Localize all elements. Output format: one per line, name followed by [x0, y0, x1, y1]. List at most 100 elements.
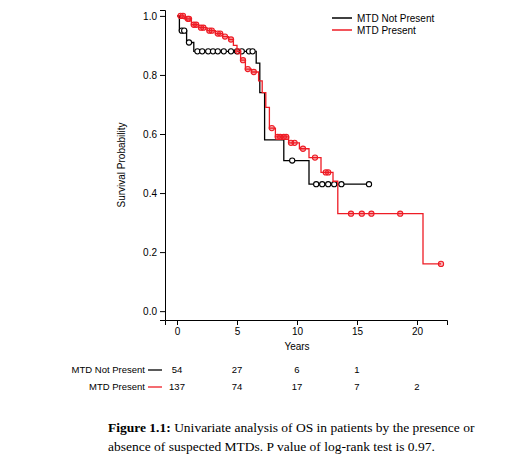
censor-mark [269, 125, 274, 130]
censor-mark [251, 69, 256, 74]
y-tick: 0.4 [143, 188, 165, 199]
y-tick-mark [160, 75, 165, 76]
censor-mark [438, 261, 443, 266]
caption-space [171, 420, 174, 435]
y-tick-mark [160, 16, 165, 17]
y-tick: 0.0 [143, 306, 165, 317]
y-tick-label: 1.0 [143, 11, 157, 22]
censor-mark [221, 49, 226, 54]
caption-label: Figure 1.1: [108, 420, 171, 435]
censor-mark [314, 182, 319, 187]
legend-label: MTD Not Present [357, 13, 434, 24]
censor-mark [320, 182, 325, 187]
x-tick-mark [237, 320, 238, 325]
y-tick-mark [160, 252, 165, 253]
x-tick-mark [417, 320, 418, 325]
risk-count: 1 [354, 364, 359, 375]
censor-mark [240, 58, 245, 63]
risk-count: 27 [232, 364, 243, 375]
y-tick-label: 0.6 [143, 129, 157, 140]
censor-mark [348, 211, 353, 216]
censor-mark [245, 66, 250, 71]
censor-mark [194, 22, 199, 27]
y-axis: 0.0 0.2 0.4 0.6 0.8 1.0 [143, 11, 165, 321]
censor-mark [326, 182, 331, 187]
censor-mark [228, 49, 233, 54]
survival-curve [177, 16, 369, 184]
chart: 0 5 10 15 20 0.0 0.2 0.4 0.6 0.8 1.0 Years Survival … [0, 0, 527, 475]
censor-mark [236, 49, 241, 54]
censor-mark [369, 211, 374, 216]
x-tick: 0 [175, 320, 181, 337]
x-axis-line [166, 321, 448, 326]
x-tick-label: 20 [412, 326, 424, 337]
y-tick-label: 0.8 [143, 70, 157, 81]
y-tick-label: 0.0 [143, 306, 157, 317]
censor-mark [290, 158, 295, 163]
censor-mark [300, 146, 305, 151]
x-tick-mark [357, 320, 358, 325]
y-tick: 0.8 [143, 70, 165, 81]
censor-mark [326, 170, 331, 175]
y-axis-line [160, 11, 166, 321]
censor-mark [209, 28, 214, 33]
risk-row-swatch [148, 369, 162, 370]
censor-mark [228, 37, 233, 42]
risk-count: 137 [169, 381, 185, 392]
y-tick-mark [160, 134, 165, 135]
legend-label: MTD Present [357, 25, 416, 36]
legend: MTD Not PresentMTD Present [332, 13, 434, 36]
censor-mark [186, 40, 191, 45]
legend-swatch [332, 17, 352, 19]
caption: Figure 1.1: Univariate analysis of OS in… [108, 418, 503, 456]
x-tick-mark [297, 320, 298, 325]
censor-mark [201, 25, 206, 30]
censor-mark [250, 49, 255, 54]
x-axis: 0 5 10 15 20 [166, 320, 448, 337]
y-tick-label: 0.2 [143, 247, 157, 258]
y-axis-title: Survival Probability [116, 122, 127, 207]
risk-row-label: MTD Not Present [72, 364, 146, 375]
risk-table: MTD Not Present 54 27 6 1 MTD Present 137 74 17 7… [72, 364, 420, 392]
censor-mark [186, 16, 191, 21]
censor-mark [218, 31, 223, 36]
censor-mark [398, 211, 403, 216]
x-tick-label: 5 [235, 326, 241, 337]
censor-mark [292, 140, 297, 145]
risk-count: 7 [354, 381, 359, 392]
x-axis-title: Years [284, 341, 309, 352]
survival-curve [177, 16, 441, 264]
risk-count: 17 [292, 381, 303, 392]
risk-count: 74 [232, 381, 243, 392]
censor-mark [215, 49, 220, 54]
censor-mark [312, 155, 317, 160]
censor-mark [182, 28, 187, 33]
x-tick-mark [177, 320, 178, 325]
risk-row-swatch [148, 386, 162, 387]
x-tick: 20 [412, 320, 424, 337]
censor-mark [284, 134, 289, 139]
censor-mark [222, 34, 227, 39]
risk-row-label: MTD Present [89, 381, 145, 392]
censor-mark [339, 182, 344, 187]
x-tick-label: 15 [352, 326, 364, 337]
censor-mark [366, 182, 371, 187]
x-tick: 15 [352, 320, 364, 337]
y-tick-label: 0.4 [143, 188, 157, 199]
y-tick: 0.6 [143, 129, 165, 140]
x-tick: 10 [292, 320, 304, 337]
censor-mark [200, 49, 205, 54]
y-tick-mark [160, 193, 165, 194]
censor-mark [332, 182, 337, 187]
y-tick: 0.2 [143, 247, 165, 258]
risk-count: 2 [414, 381, 419, 392]
risk-count: 6 [294, 364, 299, 375]
censor-mark [359, 211, 364, 216]
legend-swatch [332, 29, 352, 31]
x-tick-label: 0 [175, 326, 181, 337]
x-tick-label: 10 [292, 326, 304, 337]
y-tick-mark [160, 311, 165, 312]
risk-count: 54 [172, 364, 183, 375]
x-tick: 5 [235, 320, 241, 337]
y-tick: 1.0 [143, 11, 165, 22]
